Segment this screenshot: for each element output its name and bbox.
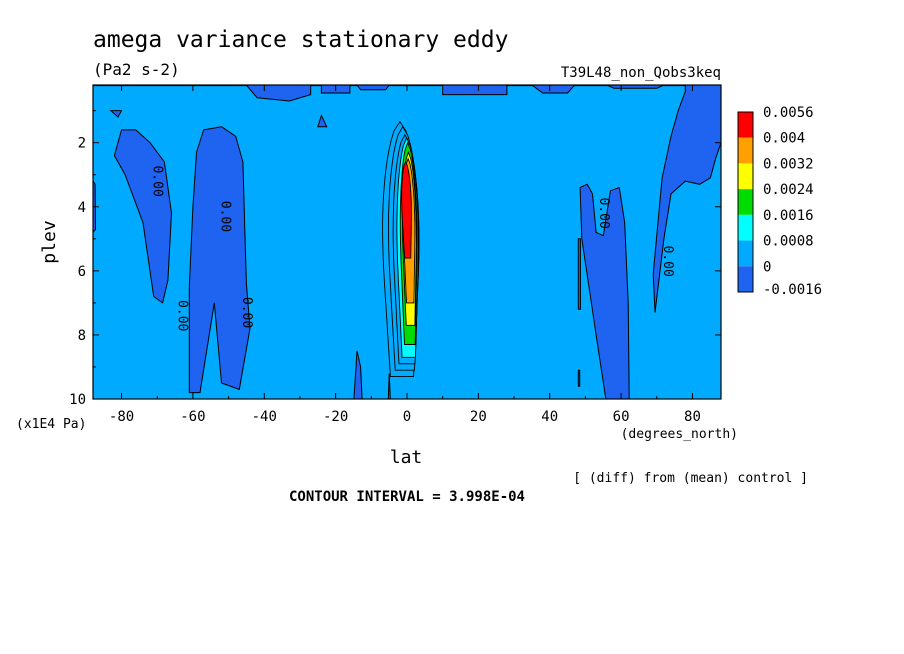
experiment-name: T39L48_non_Qobs3keq <box>561 65 721 81</box>
legend-label: 0.0016 <box>763 208 814 224</box>
x-tick-label: 80 <box>684 409 701 425</box>
negative-region <box>109 110 123 118</box>
negative-region <box>577 238 581 310</box>
plot-area: 0.00 0.00 0.00 0.00 0.00 0.00 <box>93 85 721 399</box>
contour-level-7 <box>401 160 412 259</box>
x-tick-label: 60 <box>613 409 630 425</box>
negative-region <box>245 85 312 102</box>
negative-region <box>317 114 328 128</box>
footnote: [ (diff) from (mean) control ] <box>573 471 808 486</box>
legend-swatch <box>738 214 753 241</box>
color-legend: 0.0056 0.004 0.0032 0.0024 0.0016 0.0008 0 -0.0… <box>737 105 822 298</box>
chart-units: (Pa2 s-2) <box>93 60 180 79</box>
y-tick-label: 6 <box>78 264 86 280</box>
negative-region <box>113 129 173 304</box>
legend-swatch <box>738 112 753 138</box>
legend-label: 0.0024 <box>763 182 814 198</box>
contour-interval: CONTOUR INTERVAL = 3.998E-04 <box>289 489 525 505</box>
contour-label: 0.00 <box>239 297 254 328</box>
negative-region <box>356 85 390 91</box>
negative-region <box>531 85 576 94</box>
legend-label: 0.0032 <box>763 156 814 172</box>
legend-label: 0.0008 <box>763 234 814 250</box>
legend-label: 0 <box>763 259 771 275</box>
y-tick-label: 2 <box>78 136 86 152</box>
negative-region <box>353 350 363 399</box>
equatorial-maximum <box>382 120 420 378</box>
negative-region <box>652 85 721 313</box>
legend-label: 0.004 <box>763 131 805 147</box>
legend-label: 0.0056 <box>763 105 814 121</box>
y-tick-label: 4 <box>78 200 86 216</box>
contour-label: 0.00 <box>596 197 611 228</box>
legend-swatch <box>738 266 753 292</box>
contour-label: 0.00 <box>150 165 165 196</box>
y-tick-label: 8 <box>78 328 86 344</box>
y-axis: 2 4 6 8 10 <box>69 110 721 408</box>
x-tick-label: -40 <box>252 409 277 425</box>
legend-swatch <box>738 137 753 164</box>
x-axis-label: lat <box>390 447 423 468</box>
negative-region <box>442 85 508 96</box>
x-tick-label: -60 <box>180 409 205 425</box>
negative-region <box>387 373 391 399</box>
contour-label: 0.00 <box>218 201 233 232</box>
legend-frame <box>737 111 754 293</box>
contour-label: 0.00 <box>660 246 675 277</box>
negative-region <box>579 183 630 399</box>
negative-region <box>577 369 581 387</box>
y-tick-label: 10 <box>69 392 86 408</box>
chart-title: amega variance stationary eddy <box>93 27 508 53</box>
x-axis: -80 -60 -40 -20 0 20 40 60 80 <box>109 85 701 425</box>
negative-regions <box>93 85 721 399</box>
contour-labels: 0.00 0.00 0.00 0.00 0.00 0.00 <box>150 165 675 331</box>
legend-swatch <box>738 189 753 215</box>
contour-label: 0.00 <box>175 300 190 331</box>
negative-region <box>188 126 251 394</box>
x-axis-units: (degrees_north) <box>621 427 738 442</box>
x-tick-label: 20 <box>470 409 487 425</box>
x-tick-label: 40 <box>541 409 558 425</box>
x-tick-label: -20 <box>323 409 348 425</box>
x-tick-label: -80 <box>109 409 134 425</box>
legend-swatch <box>738 240 753 267</box>
x-tick-label: 0 <box>403 409 411 425</box>
legend-label: -0.0016 <box>763 282 822 298</box>
y-axis-units: (x1E4 Pa) <box>16 417 86 432</box>
legend-swatch <box>738 163 753 190</box>
y-axis-label: plev <box>39 220 60 263</box>
